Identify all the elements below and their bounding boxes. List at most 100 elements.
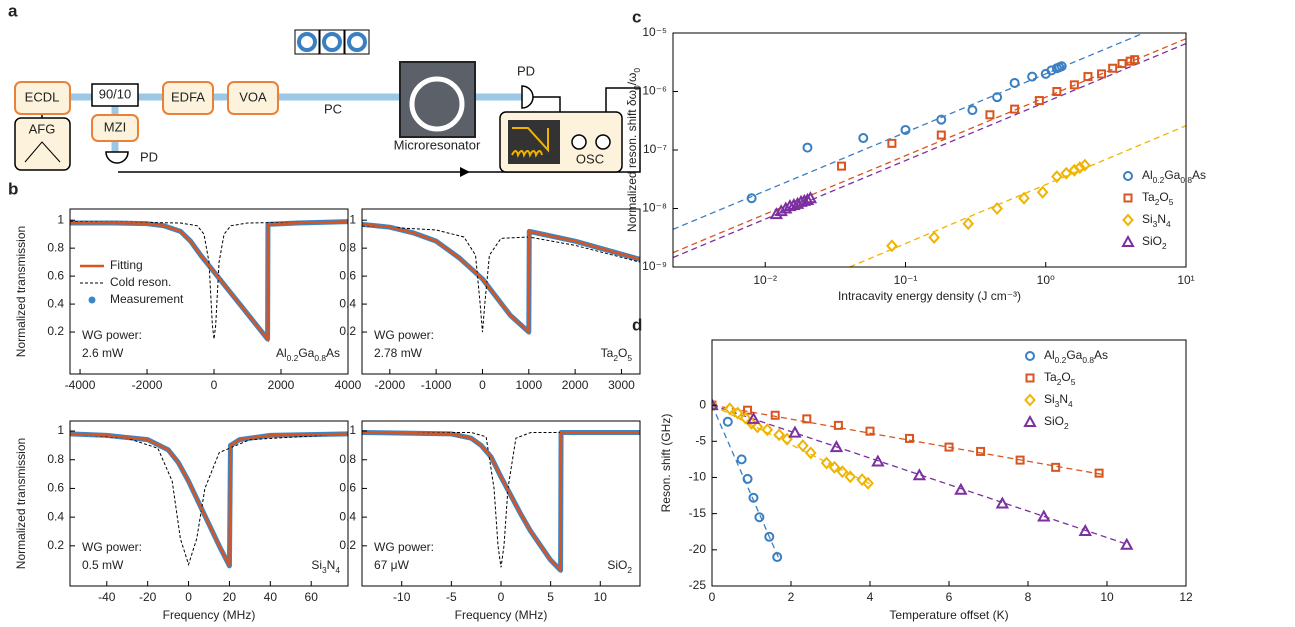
osc-label: OSC: [576, 151, 604, 166]
x-tick-label: 0: [709, 590, 716, 604]
plot-area: [70, 219, 348, 343]
series-line: [362, 221, 640, 335]
legend-label: Cold reson.: [110, 275, 171, 289]
annotation: 2.6 mW: [82, 346, 124, 360]
point: [991, 202, 1003, 215]
point: [1056, 61, 1067, 72]
series-line: [362, 431, 640, 568]
x-tick-label: 2000: [268, 378, 295, 392]
y-tick-label: -20: [689, 542, 707, 556]
voa-label: VOA: [239, 89, 267, 104]
polarization-controller: [294, 29, 370, 55]
legend-swatch: [1123, 193, 1133, 203]
point: [736, 454, 747, 465]
point: [1108, 63, 1118, 73]
point: [1120, 537, 1134, 550]
point: [995, 496, 1010, 509]
y-tick-label: 0.8: [339, 240, 356, 254]
point: [858, 133, 869, 144]
x-tick-label: 0: [479, 378, 486, 392]
point: [928, 230, 940, 244]
point: [1130, 55, 1140, 65]
point: [1060, 166, 1073, 180]
legend-label: Ta2O5: [1044, 370, 1076, 387]
detector: [105, 151, 129, 164]
detector: [521, 85, 534, 109]
y-tick-label: 0.6: [47, 268, 64, 282]
point: [985, 110, 995, 120]
point: [865, 426, 875, 436]
point: [803, 191, 818, 204]
y-tick-label: 0.4: [47, 296, 64, 310]
legend-label: Ta2O5: [1142, 190, 1174, 207]
x-tick-label: 10¹: [1177, 273, 1194, 287]
annotation: 2.78 mW: [374, 346, 423, 360]
point: [871, 454, 885, 467]
x-tick-label: 4000: [335, 378, 362, 392]
plot-frame: [69, 420, 349, 587]
pc-label: PC: [324, 101, 342, 116]
y-tick-label: -25: [689, 578, 707, 592]
point: [1097, 69, 1107, 79]
legend-swatch: [1121, 234, 1135, 247]
point: [804, 446, 817, 460]
point: [712, 398, 718, 412]
y-tick-label: 10⁻⁵: [642, 25, 667, 39]
y-tick-label: 0.6: [339, 268, 356, 282]
y-tick-label: 1: [349, 212, 356, 226]
point: [722, 416, 733, 427]
y-axis-label: Normalized reson. shift δω0/ω0: [625, 68, 642, 232]
plot-frame: [711, 339, 1187, 587]
x-tick-label: -40: [98, 590, 116, 604]
x-tick-label: 0: [211, 378, 218, 392]
point: [900, 124, 911, 135]
y-tick-label: -15: [689, 506, 707, 520]
point: [802, 414, 812, 424]
point: [1037, 509, 1051, 522]
legend-swatch: [88, 296, 96, 304]
point: [1051, 170, 1063, 184]
fit-line: [712, 404, 1104, 476]
point: [829, 440, 844, 453]
coil: [322, 32, 342, 52]
plot-frame: [672, 32, 1187, 268]
legend-label: Si3N4: [1044, 392, 1073, 409]
point: [1036, 185, 1049, 199]
legend-label: Al0.2Ga0.8As: [1142, 168, 1206, 185]
x-tick-label: 2: [788, 590, 795, 604]
x-tick-label: 60: [305, 590, 319, 604]
x-tick-label: 1000: [515, 378, 542, 392]
point: [1052, 87, 1062, 96]
point: [962, 217, 975, 231]
point: [836, 465, 849, 479]
pd-label: PD: [517, 63, 535, 78]
legend-swatch: [1025, 351, 1035, 361]
point: [731, 406, 744, 420]
splitter-label: 90/10: [99, 86, 132, 101]
point: [1009, 77, 1020, 88]
x-axis-label: Temperature offset (K): [889, 608, 1008, 622]
annotation: WG power:: [374, 328, 434, 342]
point: [773, 428, 785, 442]
screen: [508, 120, 560, 164]
series-line: [70, 221, 348, 340]
point: [1078, 158, 1091, 172]
y-tick-label: 10⁻⁸: [642, 201, 667, 215]
point: [1069, 80, 1079, 90]
chart: -40 -20 0 20 40 60 0.2 0.4 0.6 0.8 1 Frequency (MHz…: [14, 420, 349, 622]
point: [754, 512, 765, 523]
edfa-label: EDFA: [171, 89, 205, 104]
point: [742, 473, 753, 484]
annotation: WG power:: [374, 540, 434, 554]
material-label: Si3N4: [311, 558, 340, 575]
box: [91, 83, 139, 107]
point: [797, 439, 809, 453]
point: [746, 411, 761, 424]
point: [746, 193, 757, 204]
point: [976, 446, 986, 456]
box: [227, 81, 279, 115]
legend-label: SiO2: [1142, 234, 1167, 251]
y-tick-label: 0.8: [47, 240, 64, 254]
y-tick-label: 1: [57, 423, 64, 437]
